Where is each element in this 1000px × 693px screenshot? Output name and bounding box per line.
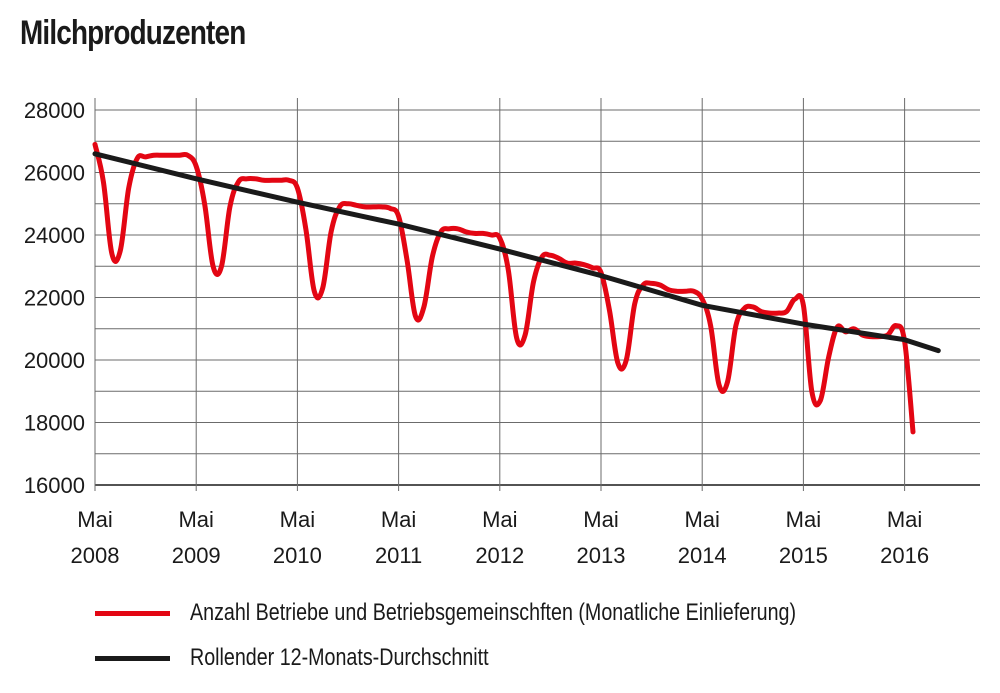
legend-label-rolling: Rollender 12-Monats-Durchschnitt (190, 644, 489, 671)
x-axis: Mai 2008 Mai 2009 Mai 2010 Mai 2011 Mai 2012 Mai 20… (71, 507, 930, 568)
y-tick-label: 18000 (24, 411, 85, 436)
x-tick-year: 2008 (71, 543, 120, 568)
x-tick-year: 2010 (273, 543, 322, 568)
series-lines (92, 141, 941, 435)
y-axis: 16000 18000 20000 22000 24000 26000 28000 (24, 98, 85, 498)
x-tick-month: Mai (178, 507, 213, 532)
y-tick-label: 22000 (24, 286, 85, 311)
legend-item-rolling: Rollender 12-Monats-Durchschnitt (95, 639, 929, 677)
x-tick-month: Mai (684, 507, 719, 532)
x-tick-year: 2009 (172, 543, 221, 568)
chart-title: Milchproduzenten (20, 14, 246, 52)
x-tick-year: 2011 (375, 543, 422, 568)
x-tick-year: 2013 (577, 543, 626, 568)
legend-label-monthly: Anzahl Betriebe und Betriebsgemeinschfte… (190, 599, 797, 626)
y-tick-label: 24000 (24, 223, 85, 248)
series-line-monthly (92, 141, 916, 435)
x-tick-month: Mai (77, 507, 112, 532)
x-tick-year: 2012 (475, 543, 524, 568)
x-tick-month: Mai (482, 507, 517, 532)
series-line-rolling-average (92, 151, 941, 354)
y-tick-label: 28000 (24, 98, 85, 123)
y-tick-label: 16000 (24, 473, 85, 498)
x-tick-month: Mai (280, 507, 315, 532)
grid-lines (94, 98, 980, 491)
legend: Anzahl Betriebe und Betriebsgemeinschfte… (95, 594, 929, 684)
legend-item-monthly: Anzahl Betriebe und Betriebsgemeinschfte… (95, 594, 929, 632)
x-tick-year: 2015 (779, 543, 828, 568)
x-tick-year: 2016 (880, 543, 929, 568)
legend-swatch-black (95, 655, 170, 661)
x-tick-month: Mai (583, 507, 618, 532)
y-tick-label: 20000 (24, 348, 85, 373)
x-tick-year: 2014 (678, 543, 727, 568)
x-tick-month: Mai (786, 507, 821, 532)
y-tick-label: 26000 (24, 161, 85, 186)
x-tick-month: Mai (887, 507, 922, 532)
x-tick-month: Mai (381, 507, 416, 532)
legend-swatch-red (95, 610, 170, 616)
